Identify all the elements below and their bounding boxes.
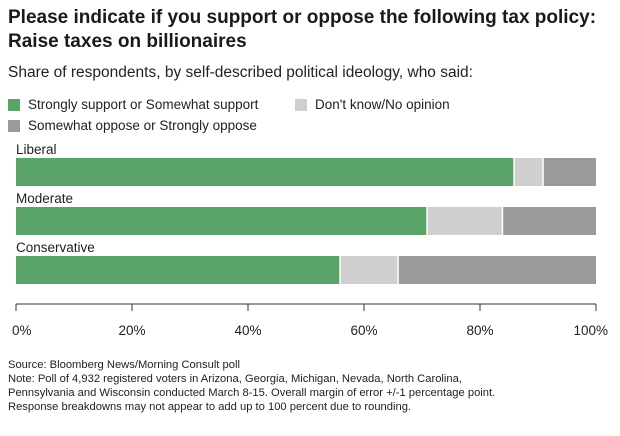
category-label-liberal: Liberal — [16, 142, 57, 157]
x-tick-label-100: 100% — [573, 323, 608, 338]
legend-swatch-oppose — [8, 120, 20, 132]
bar-conservative-series-2 — [340, 256, 398, 284]
x-tick-label-20: 20% — [118, 323, 145, 338]
legend-swatch-support — [8, 99, 20, 111]
bar-moderate-series-3 — [503, 207, 596, 235]
x-tick-label-60: 60% — [350, 323, 377, 338]
methodology-note-line-2: Pennsylvania and Wisconsin conducted Mar… — [8, 387, 496, 399]
x-tick-label-80: 80% — [466, 323, 493, 338]
bar-liberal-series-2 — [514, 158, 543, 186]
x-tick-label-40: 40% — [234, 323, 261, 338]
bar-moderate-series-1 — [16, 207, 427, 235]
bar-conservative-series-3 — [398, 256, 596, 284]
source-note: Source: Bloomberg News/Morning Consult p… — [8, 359, 240, 371]
bar-liberal-series-3 — [543, 158, 596, 186]
legend-label-dont-know: Don't know/No opinion — [315, 97, 450, 112]
legend-item-oppose: Somewhat oppose or Strongly oppose — [8, 117, 257, 135]
category-label-conservative: Conservative — [16, 240, 95, 255]
legend-label-oppose: Somewhat oppose or Strongly oppose — [28, 118, 257, 133]
legend-swatch-dont-know — [295, 99, 307, 111]
bar-moderate-series-2 — [427, 207, 502, 235]
bar-conservative-series-1 — [16, 256, 340, 284]
legend-item-dont-know: Don't know/No opinion — [295, 96, 450, 114]
methodology-note-line-1: Note: Poll of 4,932 registered voters in… — [8, 373, 462, 385]
x-tick-label-0: 0% — [12, 323, 32, 338]
methodology-note-line-3: Response breakdowns may not appear to ad… — [8, 401, 412, 413]
chart-title: Please indicate if you support or oppose… — [8, 7, 597, 52]
bar-liberal-series-1 — [16, 158, 514, 186]
chart-subtitle: Share of respondents, by self-described … — [8, 64, 473, 81]
legend-item-support: Strongly support or Somewhat support — [8, 96, 258, 114]
stacked-bar-chart: Liberal Moderate Conservative 0% 20% 40% 60% 80… — [12, 142, 608, 338]
legend-label-support: Strongly support or Somewhat support — [28, 97, 259, 112]
chart-footer: Source: Bloomberg News/Morning Consult p… — [8, 358, 613, 414]
category-label-moderate: Moderate — [16, 191, 73, 206]
